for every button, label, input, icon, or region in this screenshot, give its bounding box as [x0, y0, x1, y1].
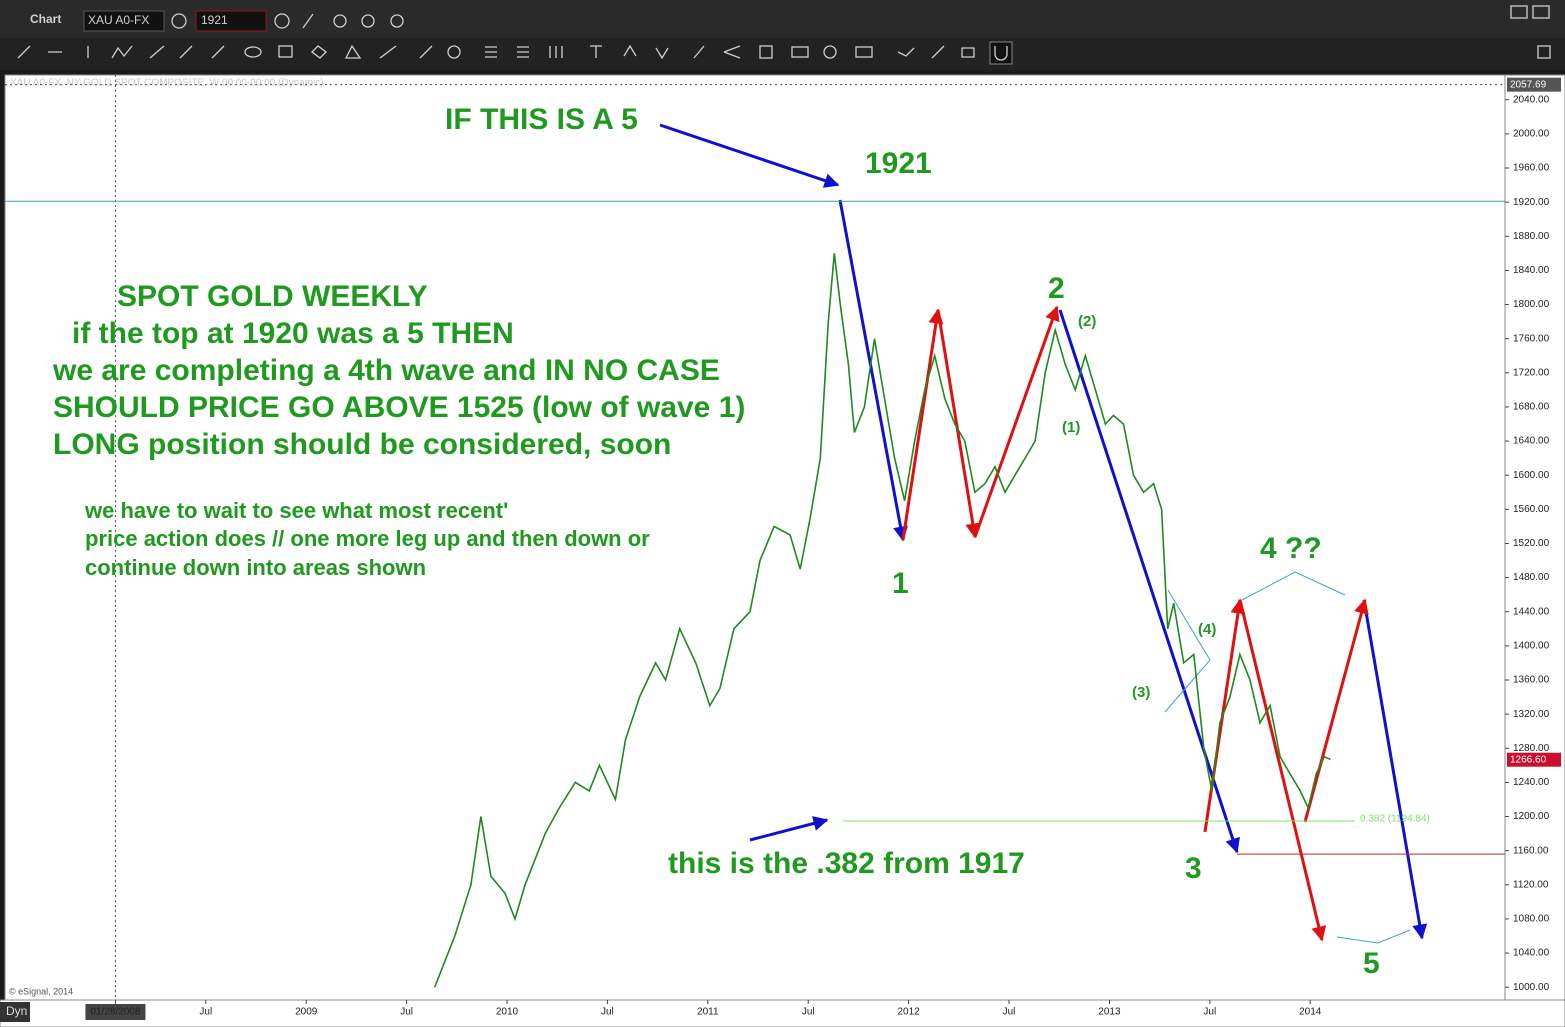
window-title: Chart — [30, 12, 61, 26]
wave-label: 2 — [1048, 272, 1065, 305]
annotation: SPOT GOLD WEEKLY — [117, 280, 428, 313]
wave-label: (4) — [1198, 621, 1216, 638]
plot-content — [5, 75, 1505, 1000]
wave-label: 1 — [892, 567, 909, 600]
x-tick-label: 2009 — [295, 1007, 318, 1018]
y-tick-label: 1640.00 — [1513, 436, 1550, 447]
x-tick-label: Jul — [1003, 1007, 1016, 1018]
x-axis-pane — [0, 999, 1565, 1027]
symbol[interactable]: XAU A0-FX — [88, 13, 149, 27]
wave-label: (2) — [1078, 313, 1096, 330]
title-buttons[interactable] — [171, 5, 1550, 29]
y-tick-label: 1480.00 — [1513, 572, 1550, 583]
toolbar-icons[interactable] — [17, 41, 1551, 65]
price-marker-label: 2057.69 — [1510, 79, 1547, 90]
y-tick-label: 1560.00 — [1513, 504, 1550, 515]
x-tick-label: 2010 — [496, 1007, 519, 1018]
y-tick-label: 1920.00 — [1513, 197, 1550, 208]
annotation: we are completing a 4th wave and IN NO C… — [52, 354, 720, 387]
y-tick-label: 1360.00 — [1513, 675, 1550, 686]
x-tick-label: Jul — [802, 1007, 815, 1018]
y-tick-label: 1880.00 — [1513, 231, 1550, 242]
y-tick-label: 1240.00 — [1513, 777, 1550, 788]
price-marker-label: 1266.60 — [1510, 754, 1547, 765]
y-tick-label: 1040.00 — [1513, 948, 1550, 959]
y-tick-label: 1120.00 — [1513, 879, 1549, 890]
price-marker — [1507, 77, 1561, 92]
y-tick-label: 1080.00 — [1513, 914, 1550, 925]
annotations: IF THIS IS A 5 1921 SPOT GOLD WEEKLY if … — [52, 103, 1380, 980]
y-tick-label: 1800.00 — [1513, 299, 1550, 310]
y-tick-label: 1000.00 — [1513, 982, 1550, 993]
mode-box[interactable] — [0, 1002, 30, 1022]
symbol-box[interactable] — [83, 10, 165, 32]
y-tick-label: 1200.00 — [1513, 811, 1550, 822]
x-tick-label: 2014 — [1299, 1007, 1322, 1018]
x-tick-label: Jul — [601, 1007, 614, 1018]
copyright: © eSignal, 2014 — [9, 986, 73, 996]
y-tick-label: 1960.00 — [1513, 163, 1550, 174]
level-label: 0.382 (1194.84) — [1360, 814, 1430, 825]
wave-label: (3) — [1132, 684, 1150, 701]
x-tick-label: Jul — [1203, 1007, 1216, 1018]
annotation: IF THIS IS A 5 — [445, 103, 638, 136]
interval[interactable]: 1921 — [201, 13, 228, 27]
x-tick-label: Jul — [199, 1007, 212, 1018]
annotation: this is the .382 from 1917 — [668, 847, 1025, 880]
y-tick-label: 1720.00 — [1513, 367, 1550, 378]
y-tick-label: 1520.00 — [1513, 538, 1550, 549]
mode[interactable]: Dyn — [6, 1004, 27, 1018]
x-tick-label: 2011 — [697, 1007, 719, 1018]
x-tick-label: 2012 — [897, 1007, 920, 1018]
y-tick-label: 1440.00 — [1513, 606, 1550, 617]
y-tick-label: 2000.00 — [1513, 129, 1550, 140]
y-tick-label: 1400.00 — [1513, 641, 1550, 652]
price-marker — [1507, 752, 1561, 767]
annotation: continue down into areas shown — [85, 555, 426, 580]
y-axis-pane — [1504, 74, 1565, 1001]
chart-header: XAU A0-FX, NY GOLD SPOT COMPOSITE, W 00:… — [10, 78, 324, 89]
x-tick-label: 2013 — [1098, 1007, 1121, 1018]
annotation: 1921 — [865, 147, 932, 180]
annotation: price action does // one more leg up and… — [85, 526, 650, 551]
x-tick-label: Jul — [400, 1007, 413, 1018]
x-tick-label: 01/28/2008 — [90, 1007, 140, 1018]
y-tick-label: 2040.00 — [1513, 94, 1550, 105]
plot-area — [4, 74, 1506, 1001]
wave-label: (1) — [1062, 419, 1080, 436]
y-tick-label: 1600.00 — [1513, 470, 1550, 481]
annotation: LONG position should be considered, soon — [53, 428, 671, 461]
wave-label: 3 — [1185, 852, 1202, 885]
price-line — [433, 253, 1331, 988]
y-tick-label: 1160.00 — [1513, 845, 1549, 856]
y-tick-label: 1280.00 — [1513, 743, 1550, 754]
y-tick-label: 1680.00 — [1513, 402, 1550, 413]
wave-label: 5 — [1363, 947, 1380, 980]
annotation: SHOULD PRICE GO ABOVE 1525 (low of wave … — [53, 391, 745, 424]
cursor-label-box — [85, 1004, 146, 1020]
annotation: we have to wait to see what most recent' — [84, 498, 508, 523]
interval-box[interactable] — [195, 10, 267, 32]
y-tick-label: 1760.00 — [1513, 333, 1550, 344]
toolbar — [0, 38, 1565, 70]
annotation: if the top at 1920 was a 5 THEN — [72, 317, 514, 350]
y-tick-label: 1320.00 — [1513, 709, 1550, 720]
y-tick-label: 1840.00 — [1513, 265, 1550, 276]
wave-label: 4 ?? — [1260, 532, 1322, 565]
